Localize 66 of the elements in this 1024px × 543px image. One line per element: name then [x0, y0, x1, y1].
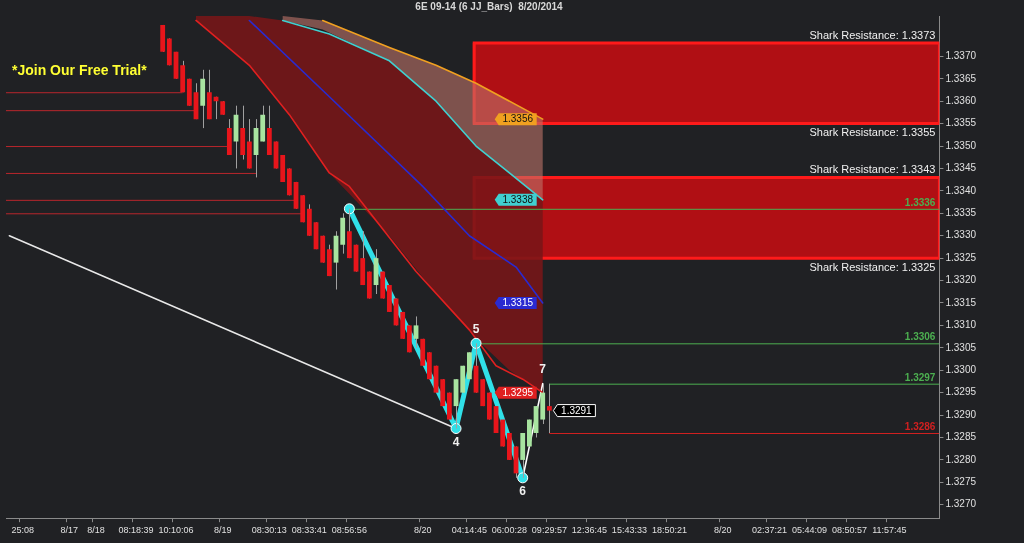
ref-line-label: 1.3297	[904, 371, 936, 383]
y-tick-label: 1.3300	[945, 363, 977, 375]
annotation: 6	[519, 484, 527, 499]
y-tick-label: 1.3370	[945, 50, 977, 62]
data-label: 1.3338	[502, 194, 534, 206]
x-tick-label: 8/20	[713, 525, 732, 536]
y-tick-label: 1.3280	[945, 453, 977, 465]
x-tick-label: 18:50:21	[651, 525, 687, 536]
y-tick-label: 1.3305	[945, 341, 977, 353]
x-tick-label: 04:14:45	[451, 525, 487, 536]
x-tick-label: 06:00:28	[491, 525, 527, 536]
annotation: 5	[472, 321, 480, 336]
y-tick-label: 1.3285	[945, 431, 977, 443]
y-tick-label: 1.3310	[945, 319, 977, 331]
y-tick-label: 1.3345	[945, 162, 977, 174]
x-tick-label: 09:29:57	[531, 525, 567, 536]
x-tick-label: 8/19	[213, 525, 232, 536]
x-tick-label: 08:18:39	[118, 525, 154, 536]
band-label: Shark Resistance: 1.3343	[809, 163, 936, 176]
point	[450, 423, 462, 435]
y-tick-label: 1.3295	[945, 386, 977, 398]
data-label: 1.3295	[502, 386, 534, 398]
x-tick-label: 8/18	[87, 525, 105, 536]
x-tick-label: 08:30:13	[251, 525, 287, 536]
y-tick-label: 1.3340	[945, 184, 977, 196]
x-tick-label: 08:33:41	[291, 525, 327, 536]
x-tick-label: 08:56:56	[331, 525, 367, 536]
data-label: 1.3315	[502, 297, 534, 309]
x-tick-label: 10:10:06	[158, 525, 194, 536]
y-tick-label: 1.3315	[945, 296, 977, 308]
annotation: Shark Resistance: 1.3325	[809, 260, 936, 273]
y-tick-label: 1.3325	[945, 251, 977, 263]
y-tick-label: 1.3365	[945, 72, 977, 84]
y-tick-label: 1.3270	[945, 498, 977, 510]
y-tick-label: 1.3355	[945, 117, 977, 129]
annotation: 7	[539, 361, 547, 376]
y-tick-label: 1.3335	[945, 207, 977, 219]
chart-title: 6E 09-14 (6 JJ_Bars) 8/20/2014	[415, 0, 564, 12]
point	[470, 337, 482, 349]
ref-line-label: 1.3286	[904, 421, 936, 433]
y-tick-label: 1.3275	[945, 476, 977, 488]
x-tick-label: 05:44:09	[791, 525, 827, 536]
y-tick-label: 1.3320	[945, 274, 977, 286]
y-tick-label: 1.3330	[945, 229, 977, 241]
annotation: *Join Our Free Trial*	[12, 61, 148, 78]
x-tick-label: 12:36:45	[571, 525, 607, 536]
y-tick-label: 1.3350	[945, 139, 977, 151]
x-tick-label: 8/20	[413, 525, 432, 536]
data-label: 1.3356	[502, 113, 534, 125]
point	[517, 472, 529, 484]
band-label: Shark Resistance: 1.3373	[809, 28, 936, 41]
annotation: Shark Resistance: 1.3355	[809, 126, 936, 139]
x-tick-label: 08:50:57	[831, 525, 867, 536]
y-tick-label: 1.3360	[945, 94, 977, 106]
x-tick-label: 02:37:21	[751, 525, 787, 536]
point	[343, 203, 355, 215]
annotation: 4	[452, 434, 460, 449]
x-tick-label: 8/17	[60, 525, 79, 536]
ref-line-label: 1.3336	[904, 196, 936, 208]
x-tick-label: 11:57:45	[872, 525, 907, 536]
text: 1.3291	[561, 404, 592, 416]
x-tick-label: 15:43:33	[611, 525, 647, 536]
y-tick-label: 1.3290	[945, 408, 977, 420]
x-tick-label: 25:08	[11, 525, 34, 536]
ref-line-label: 1.3306	[904, 331, 936, 343]
candlestick	[546, 383, 552, 434]
